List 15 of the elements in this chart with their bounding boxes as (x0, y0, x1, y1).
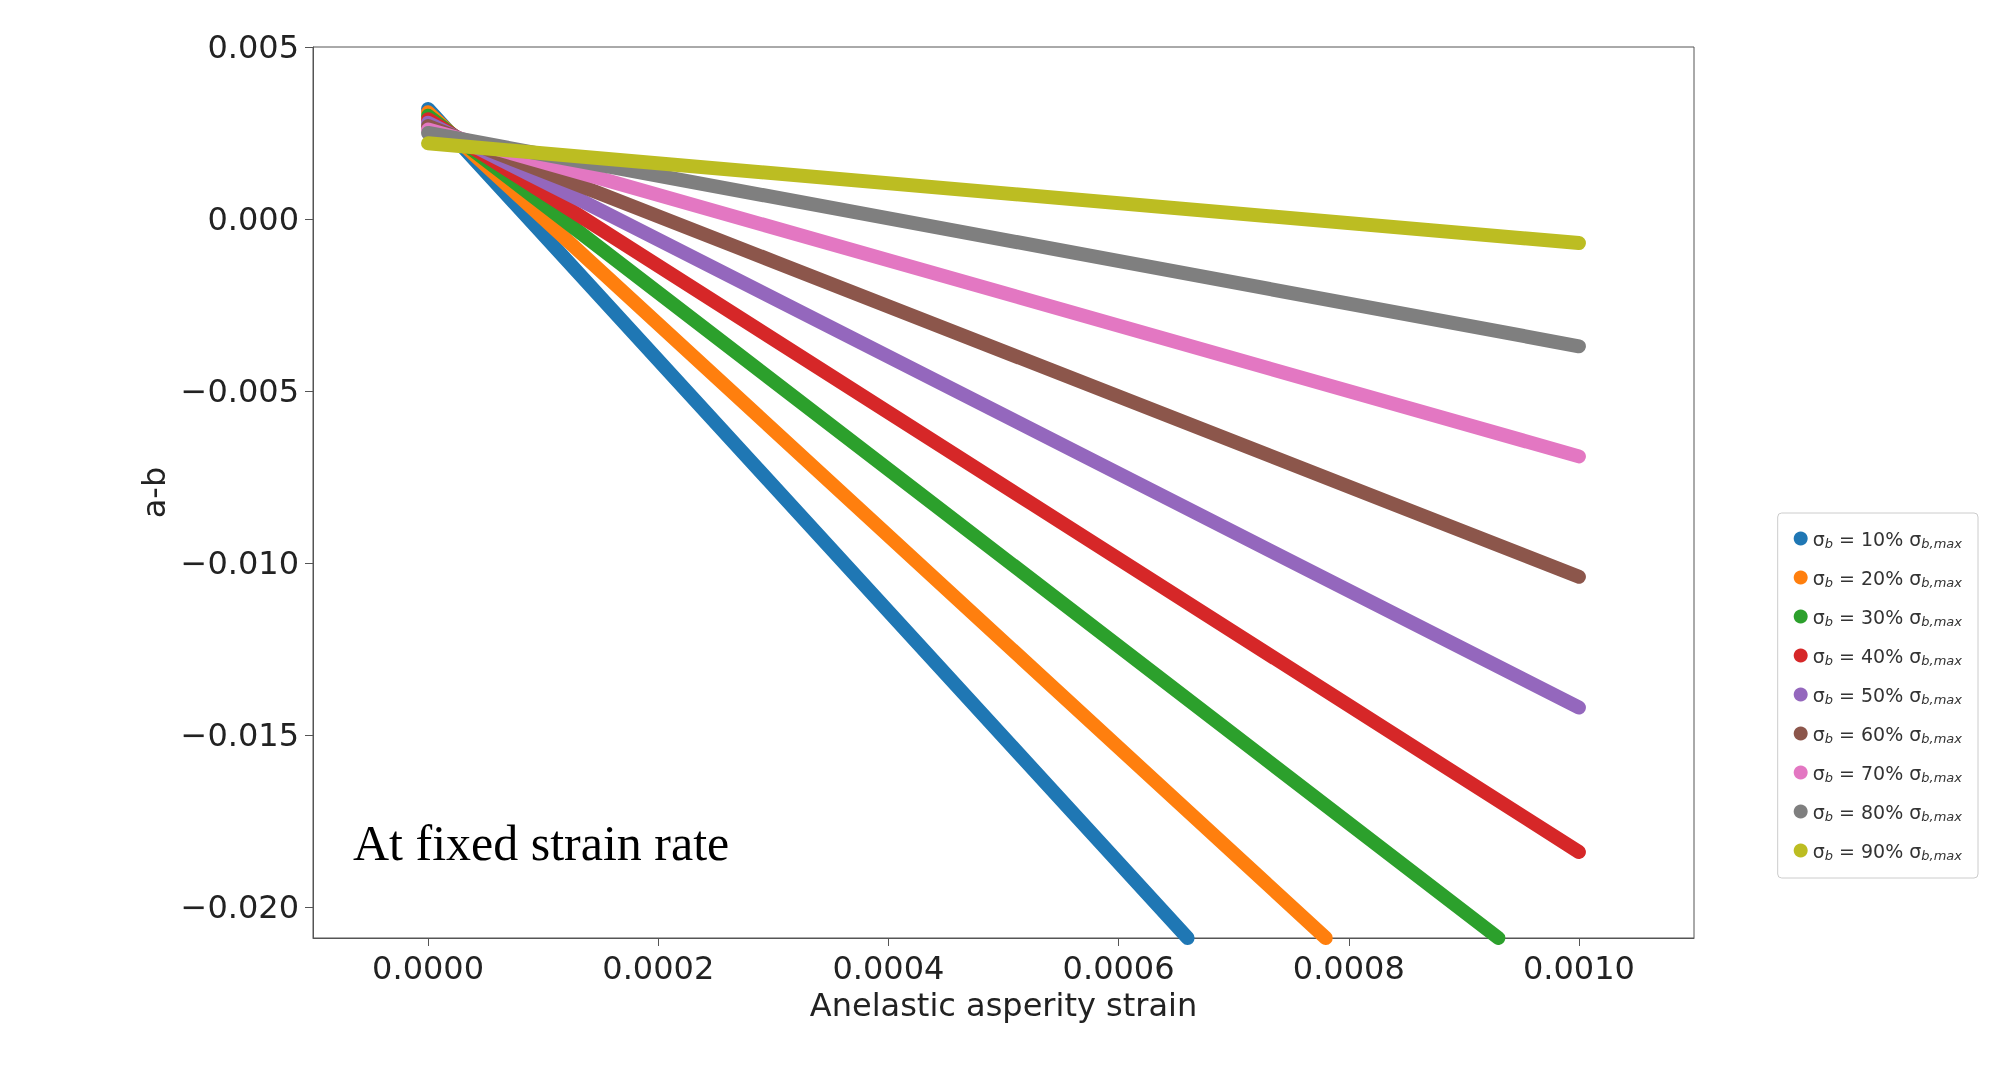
x-tick-label: 0.0008 (1292, 949, 1405, 987)
x-tick-label: 0.0006 (1062, 949, 1175, 987)
x-axis-title: Anelastic asperity strain (809, 985, 1198, 1024)
y-tick-label: −0.020 (180, 888, 299, 927)
annotation: At fixed strain rate (353, 815, 730, 871)
x-tick-label: 0.0002 (602, 949, 715, 987)
y-axis-title: a-b (134, 466, 173, 519)
y-tick-label: −0.005 (180, 372, 299, 411)
y-tick-label: 0.005 (207, 28, 299, 66)
y-tick-label: −0.015 (180, 716, 299, 755)
y-tick-label: −0.010 (180, 544, 299, 583)
x-tick-label: 0.0004 (832, 949, 945, 987)
x-tick-label: 0.0010 (1522, 949, 1635, 987)
x-tick-label: 0.0000 (372, 949, 485, 987)
y-tick-label: 0.000 (207, 200, 299, 239)
